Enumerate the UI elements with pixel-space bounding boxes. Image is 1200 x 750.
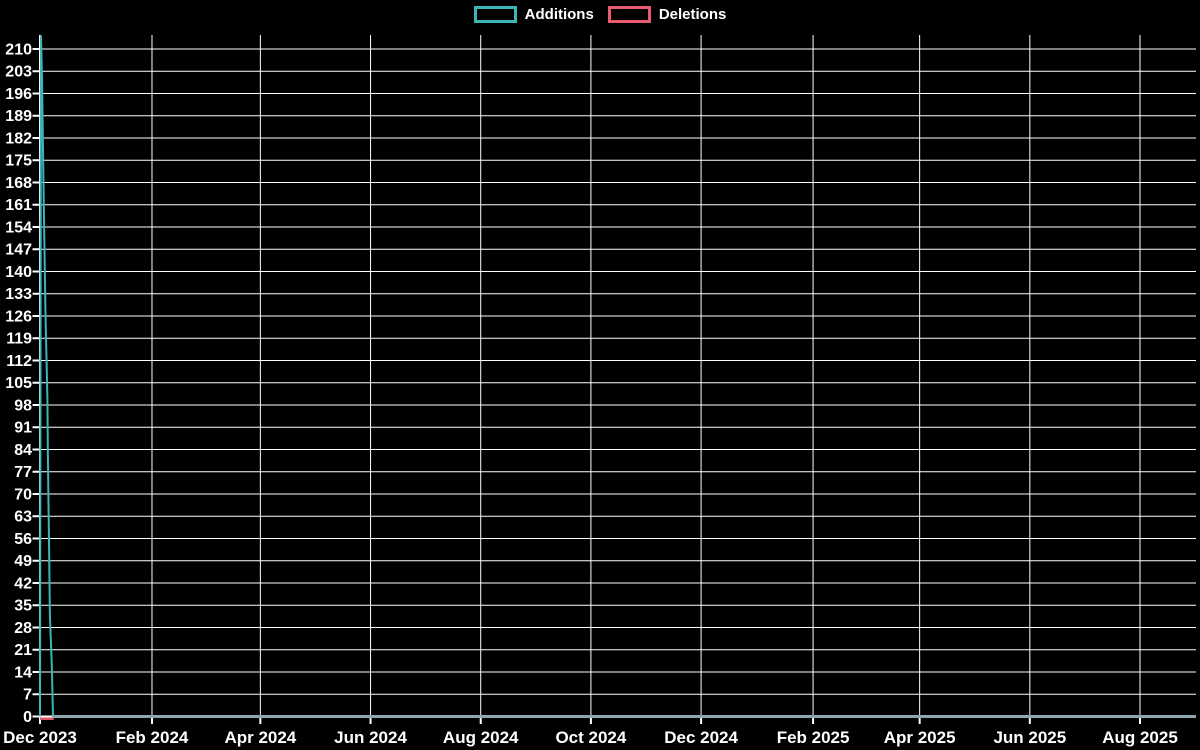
y-tick-label: 189 (5, 108, 32, 125)
y-tick-label: 0 (23, 709, 32, 726)
y-tick-label: 119 (6, 331, 32, 348)
x-tick-label: Dec 2024 (664, 728, 738, 747)
y-tick-label: 182 (5, 130, 32, 147)
y-tick-label: 77 (14, 464, 32, 481)
y-tick-label: 210 (5, 41, 32, 58)
y-tick-label: 147 (5, 242, 32, 259)
y-tick-label: 91 (14, 420, 32, 437)
y-tick-label: 49 (14, 553, 32, 570)
y-tick-label: 98 (14, 397, 32, 414)
x-tick-label: Jun 2024 (334, 728, 407, 747)
y-tick-label: 21 (14, 642, 32, 659)
x-tick-label: Dec 2023 (3, 728, 77, 747)
y-tick-label: 161 (5, 197, 32, 214)
x-tick-label: Apr 2025 (884, 728, 956, 747)
y-tick-label: 14 (14, 664, 32, 681)
y-tick-label: 126 (5, 308, 32, 325)
x-tick-label: Aug 2024 (443, 728, 519, 747)
y-tick-label: 63 (14, 509, 32, 526)
x-tick-label: Aug 2025 (1102, 728, 1178, 747)
x-tick-label: Oct 2024 (555, 728, 626, 747)
y-tick-label: 175 (5, 153, 32, 170)
x-tick-label: Feb 2024 (116, 728, 189, 747)
y-tick-label: 84 (14, 442, 32, 459)
y-tick-label: 42 (14, 575, 32, 592)
y-tick-label: 70 (14, 486, 32, 503)
y-tick-label: 28 (14, 620, 32, 637)
y-tick-label: 133 (5, 286, 32, 303)
y-tick-label: 105 (5, 375, 32, 392)
y-tick-label: 196 (5, 86, 32, 103)
y-tick-label: 154 (5, 219, 32, 236)
additions-line (39, 35, 1196, 718)
y-tick-label: 140 (5, 264, 32, 281)
x-tick-label: Apr 2024 (224, 728, 296, 747)
x-tick-label: Feb 2025 (777, 728, 850, 747)
y-tick-label: 168 (5, 175, 32, 192)
y-tick-label: 112 (6, 353, 32, 370)
y-tick-label: 35 (14, 598, 32, 615)
x-tick-label: Jun 2025 (993, 728, 1066, 747)
y-tick-label: 56 (14, 531, 32, 548)
y-tick-label: 203 (5, 64, 32, 81)
y-tick-label: 7 (23, 687, 32, 704)
